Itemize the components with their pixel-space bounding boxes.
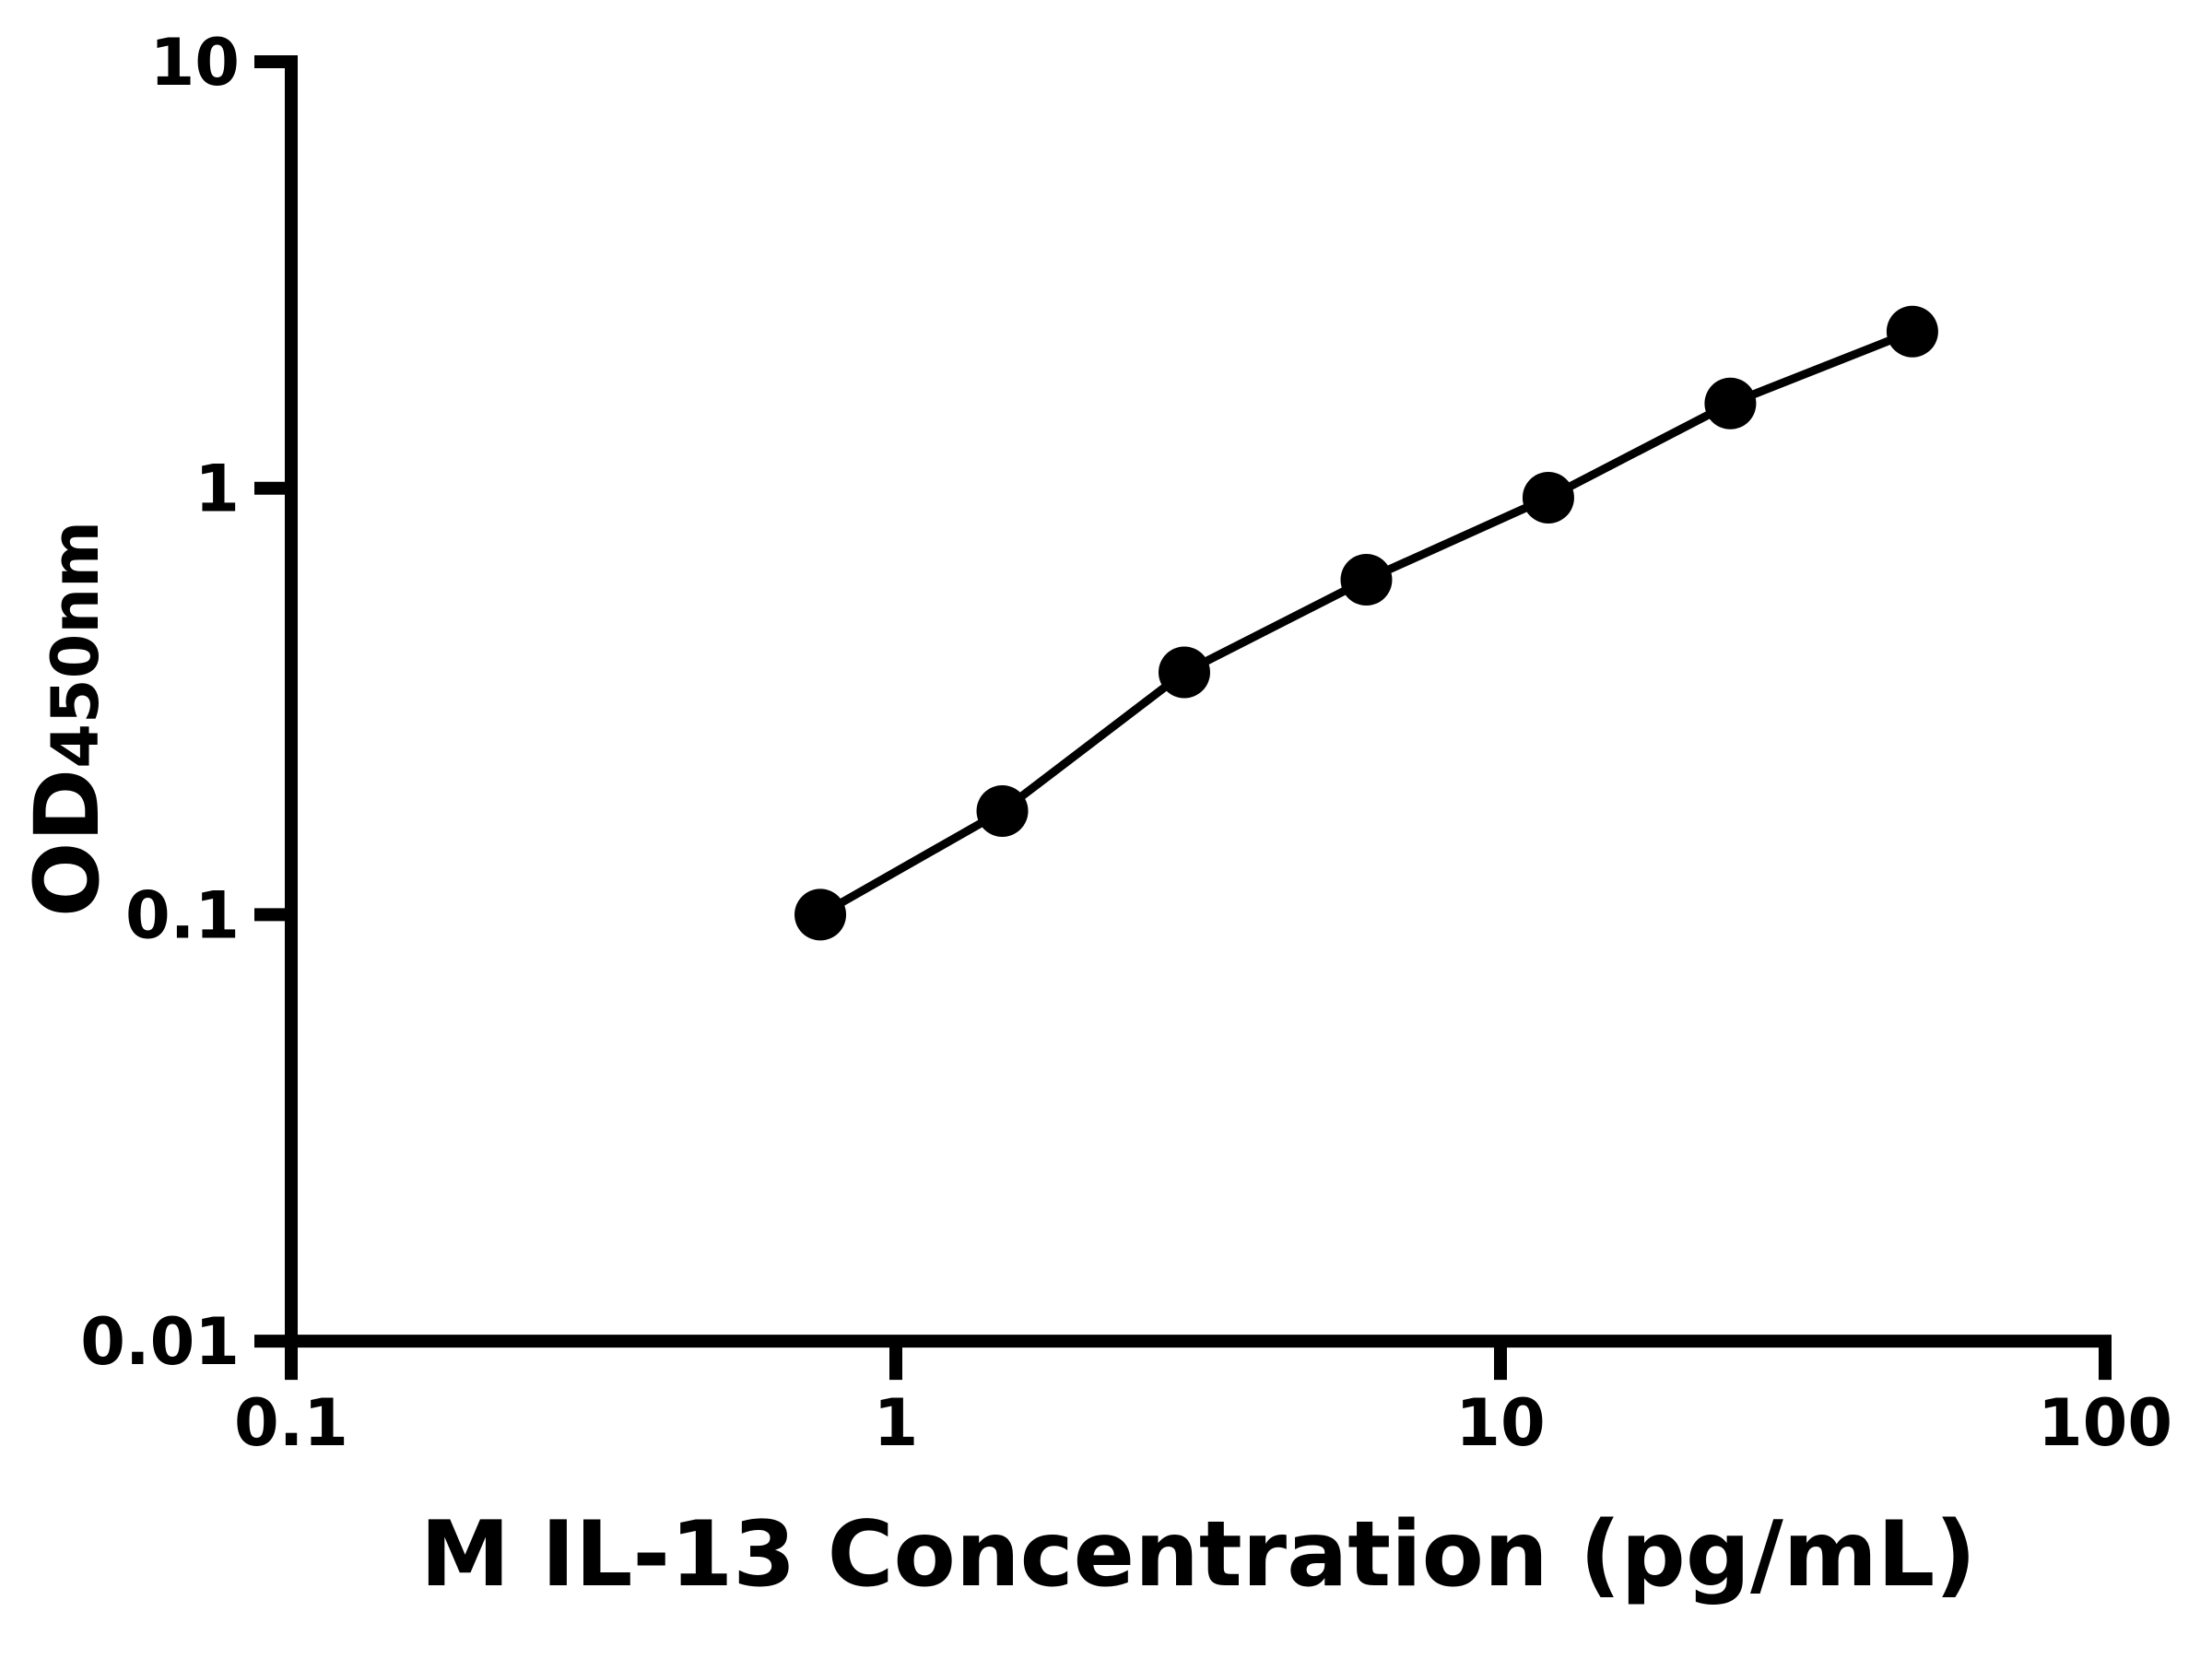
x-tick-label: 1 [874, 1385, 919, 1461]
x-tick-label: 0.1 [234, 1385, 348, 1461]
y-tick-label: 0.01 [80, 1304, 240, 1380]
data-point-marker [976, 784, 1029, 837]
y-tick-label: 1 [194, 452, 240, 527]
y-axis-title-main: OD [16, 768, 119, 918]
data-point-marker [1522, 472, 1574, 524]
data-point-marker [794, 888, 847, 941]
data-point-marker [1340, 554, 1393, 606]
y-tick-label: 0.1 [125, 877, 240, 953]
x-tick-label: 10 [1455, 1385, 1545, 1461]
data-point-marker [1886, 305, 1938, 358]
x-tick-label: 100 [2038, 1385, 2172, 1461]
y-axis-title-subscript: 450nm [38, 520, 113, 769]
data-point-marker [1158, 646, 1210, 699]
x-axis-title: M IL-13 Concentration (pg/mL) [419, 1502, 1977, 1607]
y-axis-title: OD 450nm [16, 520, 119, 918]
y-tick-label: 10 [150, 25, 240, 100]
data-point-marker [1704, 377, 1757, 429]
